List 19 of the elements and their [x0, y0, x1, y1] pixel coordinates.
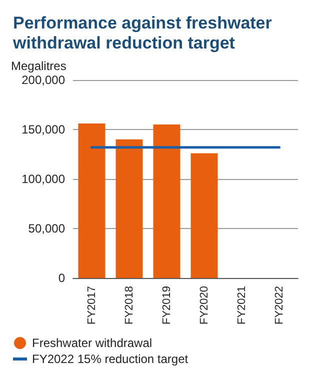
x-tick-label: FY2021 — [236, 286, 248, 325]
x-tick-label: FY2017 — [86, 286, 98, 325]
y-tick-label: 0 — [58, 271, 66, 285]
chart-title: Performance against freshwater withdrawal reduction target — [12, 14, 277, 52]
x-tick-label: FY2019 — [160, 286, 173, 325]
y-tick-label: 50,000 — [28, 222, 66, 236]
y-axis-title: Megalitres — [11, 59, 66, 73]
x-tick-label: FY2022 — [273, 286, 286, 325]
bar — [153, 124, 180, 278]
legend-label: FY2022 15% reduction target — [32, 352, 189, 366]
bar — [78, 124, 106, 278]
legend-label: Freshwater withdrawal — [32, 336, 152, 350]
y-tick-label: 200,000 — [22, 73, 66, 87]
x-tick-label: FY2020 — [198, 286, 210, 325]
y-tick-label: 150,000 — [22, 122, 66, 136]
y-tick-label: 100,000 — [22, 172, 66, 186]
bar — [190, 153, 218, 278]
bar — [116, 139, 143, 278]
x-tick-label: FY2018 — [123, 286, 136, 325]
